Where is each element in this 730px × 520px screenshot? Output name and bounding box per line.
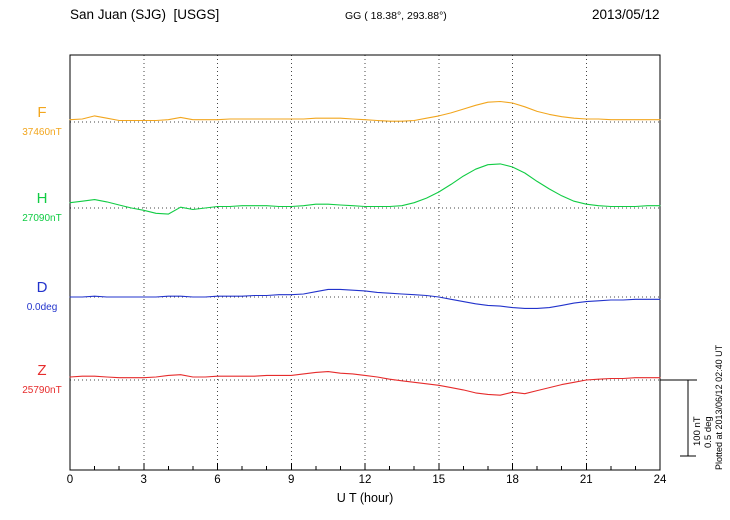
series-label-h: H: [36, 190, 48, 207]
station-title: San Juan (SJG) [USGS]: [70, 7, 220, 22]
geographic-coordinates: GG ( 18.38°, 293.88°): [345, 10, 447, 22]
x-tick-label: 12: [358, 474, 372, 486]
x-tick-label: 24: [653, 474, 667, 486]
x-tick-label: 0: [66, 474, 74, 486]
series-label-z: Z: [37, 362, 47, 379]
series-baseline-label-d: 0.0deg: [26, 302, 58, 313]
trace-h: [69, 163, 661, 215]
series-baseline-label-h: 27090nT: [22, 213, 62, 224]
series-baseline-label-z: 25790nT: [22, 385, 62, 396]
plot-date: 2013/05/12: [592, 7, 660, 22]
x-axis-label: U T (hour): [336, 491, 394, 505]
trace-z: [69, 371, 661, 396]
series-label-d: D: [36, 279, 48, 296]
x-tick-label: 9: [288, 474, 295, 486]
x-tick-label: 3: [140, 474, 147, 486]
plotted-timestamp-note: Plotted at 2013/06/12 02:40 UT: [714, 344, 724, 470]
series-label-f: F: [37, 104, 47, 121]
scale-bar-deg-label: 0.5 deg: [703, 416, 714, 448]
x-tick-label: 15: [432, 474, 446, 486]
trace-d: [69, 288, 661, 309]
x-tick-label: 18: [506, 474, 519, 486]
trace-f: [69, 100, 661, 122]
x-tick-label: 21: [579, 474, 593, 486]
scale-bar-nt-label: 100 nT: [692, 416, 703, 446]
x-tick-label: 6: [214, 474, 221, 486]
series-baseline-label-f: 37460nT: [22, 127, 62, 138]
